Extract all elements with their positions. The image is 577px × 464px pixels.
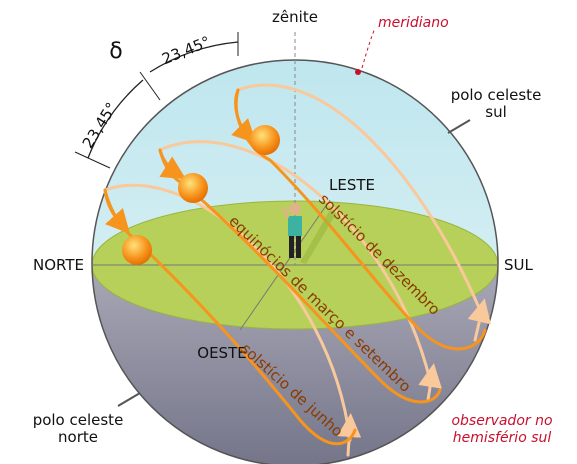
meridian-pointer bbox=[362, 28, 375, 68]
angle-label: 23,45° bbox=[159, 33, 213, 69]
meridian-point bbox=[355, 69, 361, 75]
celestial-sphere-diagram: zênite meridiano δ 23,45° 23,45° polo ce… bbox=[0, 0, 577, 464]
sun bbox=[122, 235, 152, 265]
tick bbox=[140, 72, 160, 100]
east-label: LESTE bbox=[329, 176, 375, 194]
angle-label: 23,45° bbox=[79, 99, 121, 151]
north-pole-axis bbox=[118, 393, 140, 406]
sun bbox=[250, 125, 280, 155]
meridian-label: meridiano bbox=[378, 15, 449, 31]
sun bbox=[178, 173, 208, 203]
tick bbox=[75, 152, 110, 168]
south-pole-axis bbox=[448, 120, 470, 133]
zenith-label: zênite bbox=[272, 8, 318, 26]
north-label: NORTE bbox=[33, 256, 84, 274]
south-label: SUL bbox=[504, 256, 534, 274]
delta-label: δ bbox=[109, 39, 122, 64]
